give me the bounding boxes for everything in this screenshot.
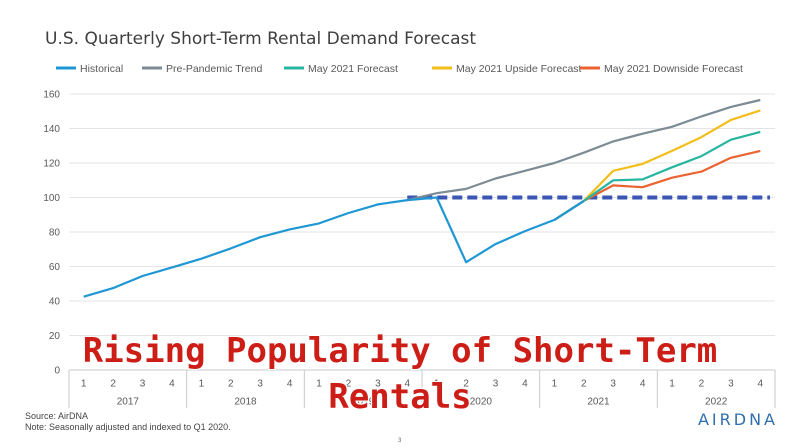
- x-tick-label: 3: [257, 379, 263, 390]
- y-tick-label: 0: [54, 366, 60, 377]
- x-tick-label: 2: [699, 379, 705, 390]
- x-tick-label: 4: [758, 379, 764, 390]
- legend-label: May 2021 Forecast: [308, 63, 398, 75]
- y-tick-label: 40: [49, 297, 61, 308]
- y-tick-label: 80: [49, 228, 61, 239]
- x-tick-label: 2: [110, 379, 116, 390]
- x-tick-label: 1: [669, 379, 675, 390]
- x-tick-label: 3: [728, 379, 734, 390]
- x-tick-label: 4: [405, 379, 411, 390]
- airdna-logo: AIRDNA: [697, 410, 778, 429]
- y-tick-label: 60: [49, 262, 61, 273]
- x-tick-label: 2: [581, 379, 587, 390]
- x-tick-label: 1: [552, 379, 558, 390]
- series-lines: [83, 98, 761, 298]
- overlay-title-line-2: Rentals: [328, 377, 472, 417]
- x-tick-label: 4: [640, 379, 646, 390]
- series-line-may-2021-upside-forecast: [553, 109, 761, 221]
- x-tick-label: 3: [610, 379, 616, 390]
- x-year-label: 2021: [587, 397, 610, 408]
- x-tick-label: 2: [346, 379, 352, 390]
- x-tick-label: 4: [169, 379, 175, 390]
- chart-legend: Historical Pre-Pandemic Trend May 2021 For…: [56, 63, 743, 75]
- x-tick-label: 4: [522, 379, 528, 390]
- y-axis: 0 20 40 60 80 100 120 140 160: [43, 90, 60, 377]
- note-text: Note: Seasonally adjusted and indexed to…: [25, 422, 231, 432]
- overlay-title: Rising Popularity of Short-Term Rentals: [0, 328, 800, 420]
- x-axis: 1 2 3 4 1 2 3 4 1 2 3 4 1 2 3 4 1 2 3 4 1 2 3 4 2017 2018 2019 2020…: [68, 369, 776, 408]
- x-tick-label: 2: [228, 379, 234, 390]
- y-tick-label: 120: [43, 159, 60, 170]
- y-tick-label: 160: [43, 90, 60, 101]
- x-tick-label: 3: [493, 379, 499, 390]
- x-tick-label: 1: [81, 379, 87, 390]
- x-tick-label: 1: [434, 379, 440, 390]
- legend-label: Historical: [80, 63, 123, 75]
- x-tick-label: 3: [140, 379, 146, 390]
- x-tick-label: 2: [463, 379, 469, 390]
- series-line-may-2021-forecast: [553, 130, 761, 221]
- line-chart: Historical Pre-Pandemic Trend May 2021 For…: [43, 63, 776, 408]
- x-year-label: 2019: [352, 397, 375, 408]
- x-year-label: 2017: [117, 397, 140, 408]
- overlay-title-line-1: Rising Popularity of Short-Term: [82, 331, 718, 371]
- y-tick-label: 100: [43, 193, 60, 204]
- chart-title: U.S. Quarterly Short-Term Rental Demand …: [45, 29, 477, 49]
- x-tick-label: 1: [316, 379, 322, 390]
- x-year-label: 2022: [705, 397, 728, 408]
- legend-label: May 2021 Upside Forecast: [456, 63, 582, 75]
- x-tick-label: 4: [287, 379, 293, 390]
- series-line-pre-pandemic-trend: [407, 98, 761, 202]
- legend-label: Pre-Pandemic Trend: [166, 63, 262, 75]
- source-text: Source: AirDNA: [25, 411, 89, 421]
- series-line-historical: [83, 196, 585, 298]
- x-year-label: 2018: [234, 397, 257, 408]
- y-tick-label: 20: [49, 331, 61, 342]
- chart-grid: [69, 93, 775, 371]
- page-number: 3: [398, 438, 402, 444]
- x-year-label: 2020: [470, 397, 493, 408]
- y-tick-label: 140: [43, 124, 60, 135]
- series-line-may-2021-downside-forecast: [553, 149, 761, 221]
- x-tick-label: 1: [199, 379, 205, 390]
- legend-label: May 2021 Downside Forecast: [604, 63, 743, 75]
- chart-source-note: Source: AirDNA Note: Seasonally adjusted…: [25, 411, 231, 433]
- x-tick-label: 3: [375, 379, 381, 390]
